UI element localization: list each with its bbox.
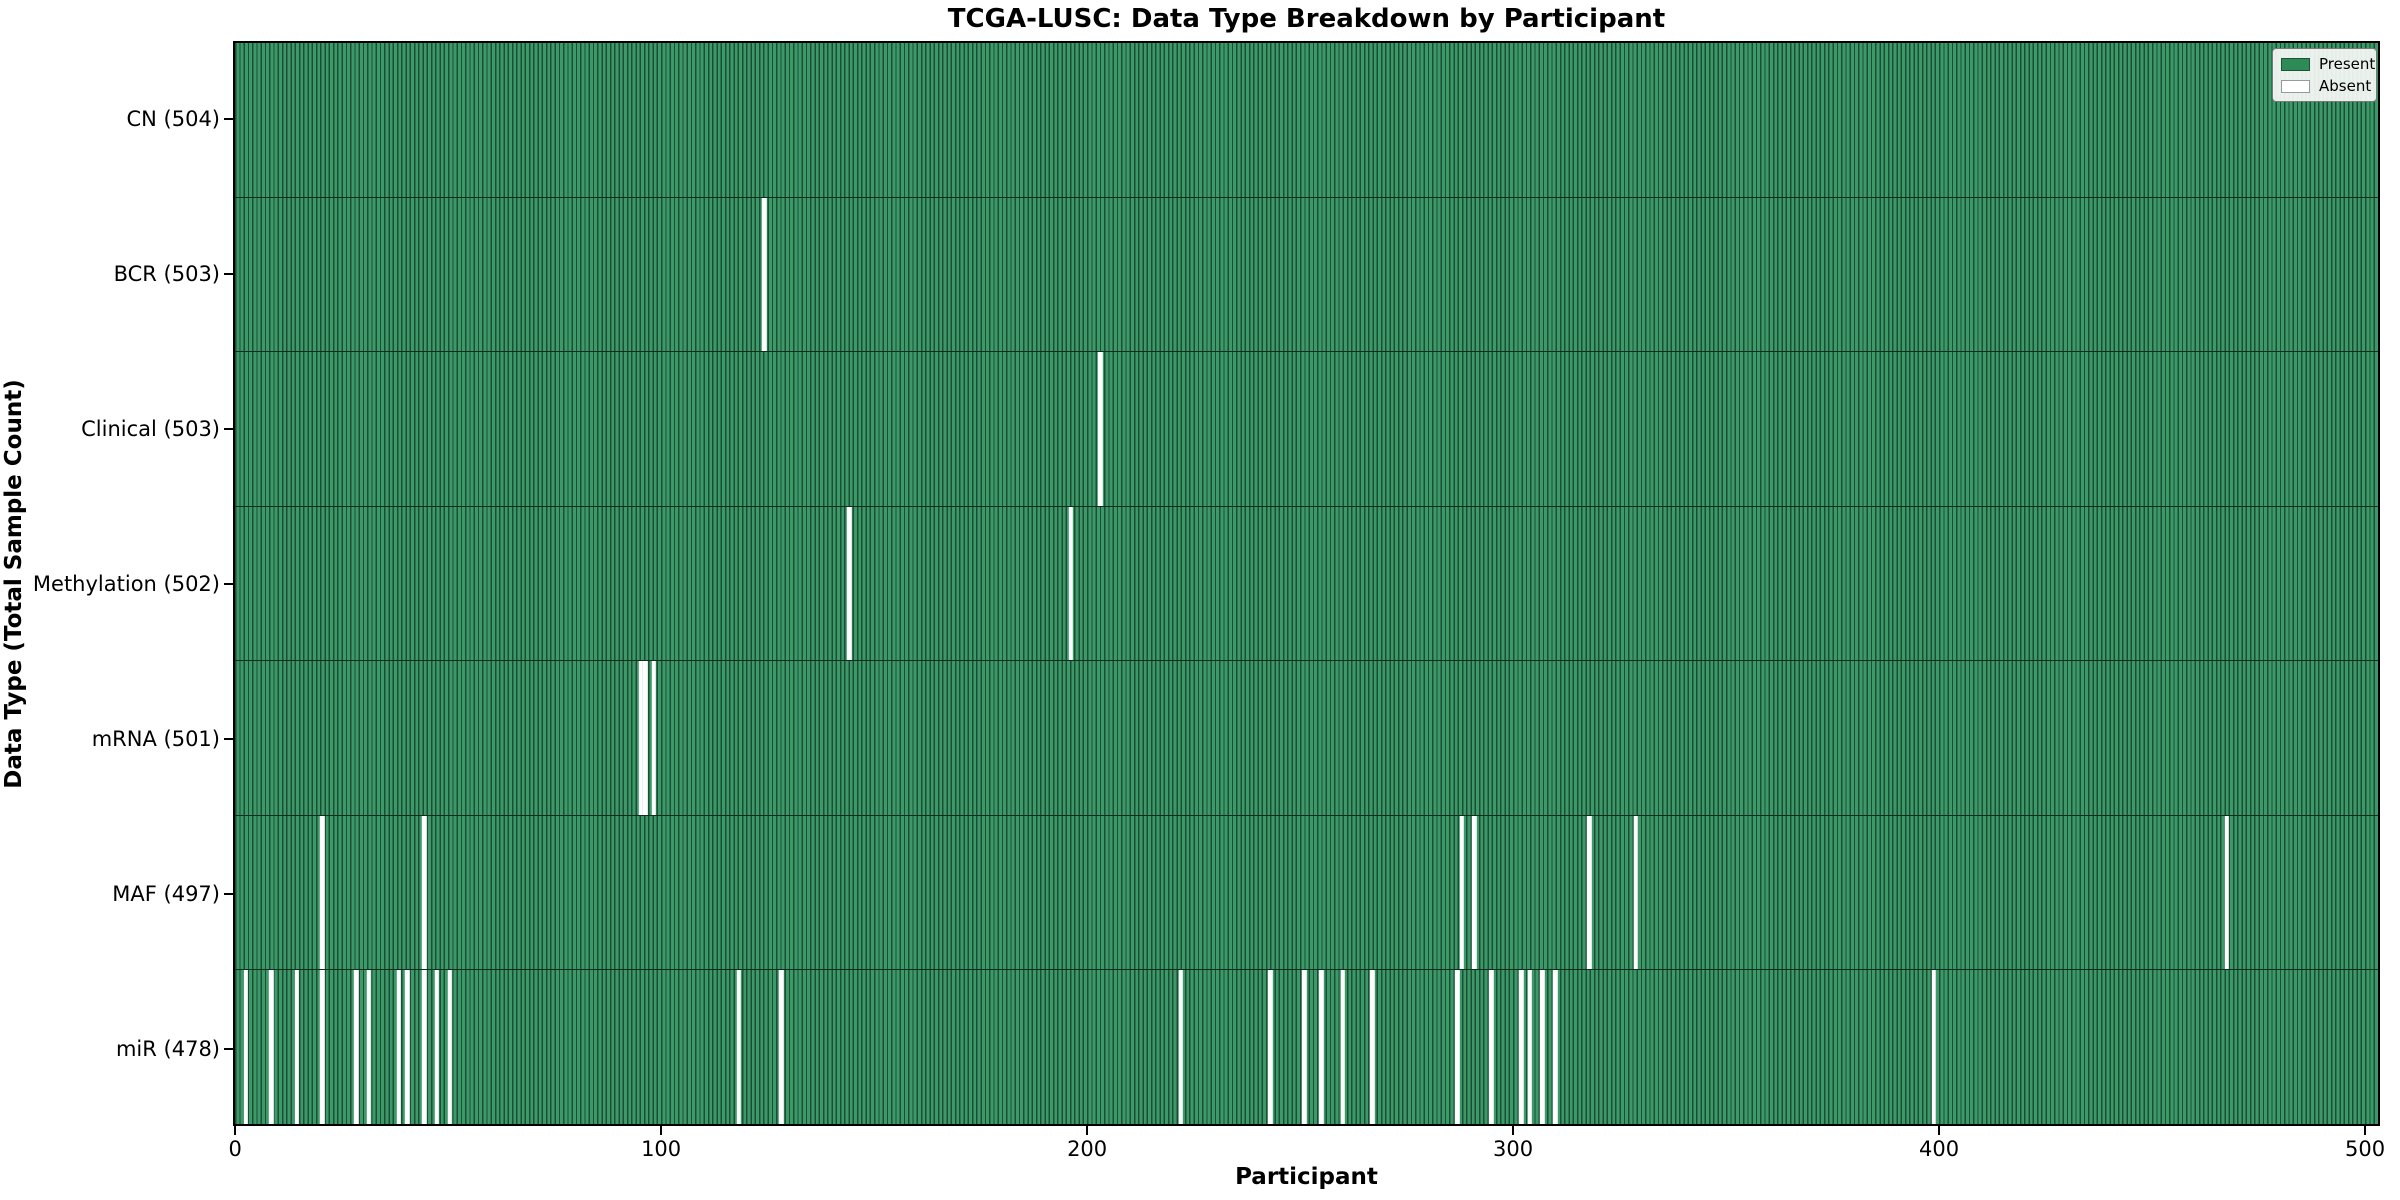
absent-stripe xyxy=(422,970,427,1125)
absent-stripe xyxy=(396,970,401,1125)
absent-stripe xyxy=(1931,970,1936,1125)
y-tick-mark xyxy=(224,1047,233,1050)
legend: Present Absent xyxy=(2272,48,2377,102)
absent-stripe xyxy=(1519,970,1524,1125)
absent-stripe xyxy=(319,815,325,970)
x-tick-label-400: 400 xyxy=(1919,1137,1960,1161)
absent-stripe xyxy=(1068,506,1073,661)
y-tick-label-clinical: Clinical (503) xyxy=(81,416,220,441)
absent-stripe xyxy=(1553,970,1558,1125)
absent-stripe xyxy=(736,970,742,1125)
absent-stripe xyxy=(405,970,410,1125)
y-tick-label-methylation: Methylation (502) xyxy=(32,571,220,596)
absent-stripe xyxy=(1459,815,1464,970)
absent-stripe xyxy=(1472,815,1477,970)
x-tick-mark xyxy=(1512,1126,1515,1135)
heatmap-row-cn xyxy=(235,43,2378,198)
absent-stripe xyxy=(1489,970,1494,1125)
absent-stripe xyxy=(243,970,248,1125)
y-tick-mark xyxy=(224,117,233,120)
y-tick-mark xyxy=(224,582,233,585)
absent-stripe xyxy=(1319,970,1324,1125)
y-tick-mark xyxy=(224,272,233,275)
x-tick-mark xyxy=(1086,1126,1089,1135)
legend-absent-label: Absent xyxy=(2319,77,2372,95)
chart-title: TCGA-LUSC: Data Type Breakdown by Partic… xyxy=(947,4,1666,34)
absent-stripe xyxy=(1340,970,1345,1125)
absent-stripe xyxy=(1098,352,1103,506)
y-tick-mark xyxy=(224,892,233,895)
absent-swatch-icon xyxy=(2281,79,2310,93)
y-tick-label-bcr: BCR (503) xyxy=(113,261,220,286)
absent-stripe xyxy=(422,815,427,970)
absent-stripe xyxy=(643,661,648,815)
y-tick-mark xyxy=(224,427,233,430)
heatmap-row-methylation xyxy=(235,506,2378,662)
absent-stripe xyxy=(762,197,767,352)
plot-area xyxy=(233,41,2380,1126)
x-axis-label: Participant xyxy=(1235,1164,1378,1190)
heatmap-row-mrna xyxy=(235,661,2378,816)
x-tick-mark xyxy=(2364,1126,2367,1135)
y-tick-label-mir: miR (478) xyxy=(115,1036,220,1061)
heatmap-row-maf xyxy=(235,815,2378,971)
x-tick-mark xyxy=(234,1126,237,1135)
absent-stripe xyxy=(651,661,657,815)
absent-stripe xyxy=(1268,970,1273,1125)
absent-stripe xyxy=(638,661,644,815)
x-tick-label-300: 300 xyxy=(1493,1137,1534,1161)
absent-stripe xyxy=(434,970,440,1125)
legend-present-label: Present xyxy=(2319,55,2376,73)
absent-stripe xyxy=(268,970,274,1125)
y-tick-label-maf: MAF (497) xyxy=(112,881,220,906)
absent-stripe xyxy=(847,506,852,661)
absent-stripe xyxy=(447,970,452,1125)
x-tick-mark xyxy=(660,1126,663,1135)
heatmap-row-mir xyxy=(235,970,2378,1125)
y-tick-label-mrna: mRNA (501) xyxy=(91,726,220,751)
x-tick-label-100: 100 xyxy=(641,1137,682,1161)
x-tick-label-200: 200 xyxy=(1067,1137,1108,1161)
y-tick-mark xyxy=(224,737,233,740)
absent-stripe xyxy=(1302,970,1307,1125)
legend-entry-present: Present xyxy=(2281,55,2375,73)
x-tick-mark xyxy=(1938,1126,1941,1135)
absent-stripe xyxy=(1455,970,1460,1125)
absent-stripe xyxy=(294,970,299,1125)
absent-stripe xyxy=(1587,815,1592,970)
absent-stripe xyxy=(366,970,372,1125)
absent-stripe xyxy=(1527,970,1532,1125)
heatmap-row-bcr xyxy=(235,197,2378,353)
absent-stripe xyxy=(1178,970,1184,1125)
absent-stripe xyxy=(319,970,325,1125)
present-swatch-icon xyxy=(2281,57,2310,71)
absent-stripe xyxy=(779,970,784,1125)
heatmap-row-clinical xyxy=(235,352,2378,507)
x-tick-label-500: 500 xyxy=(2345,1137,2386,1161)
absent-stripe xyxy=(2224,815,2230,970)
legend-entry-absent: Absent xyxy=(2281,77,2372,95)
absent-stripe xyxy=(1540,970,1545,1125)
absent-stripe xyxy=(1633,815,1639,970)
absent-stripe xyxy=(1370,970,1375,1125)
absent-stripe xyxy=(353,970,359,1125)
y-tick-label-cn: CN (504) xyxy=(126,106,220,131)
x-tick-label-0: 0 xyxy=(228,1137,242,1161)
